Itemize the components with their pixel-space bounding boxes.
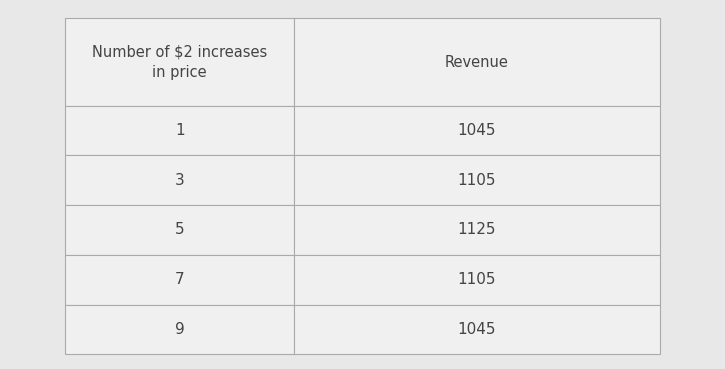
Bar [294, 106, 660, 155]
Text: 9: 9 [175, 322, 185, 337]
Bar [294, 304, 660, 354]
Bar [65, 18, 294, 106]
Text: 1045: 1045 [457, 322, 496, 337]
Text: 5: 5 [175, 223, 184, 238]
Text: 1045: 1045 [457, 123, 496, 138]
Bar [294, 155, 660, 205]
Bar [294, 205, 660, 255]
Text: 1105: 1105 [457, 173, 496, 188]
Bar [65, 155, 294, 205]
Text: 7: 7 [175, 272, 184, 287]
Bar [65, 205, 294, 255]
Bar [294, 18, 660, 106]
Text: 1: 1 [175, 123, 184, 138]
Bar [65, 255, 294, 304]
Bar [65, 106, 294, 155]
Text: 3: 3 [175, 173, 185, 188]
Text: 1125: 1125 [457, 223, 496, 238]
Text: Number of $2 increases
in price: Number of $2 increases in price [92, 45, 268, 79]
Bar [65, 304, 294, 354]
Text: 1105: 1105 [457, 272, 496, 287]
Bar [294, 255, 660, 304]
Text: Revenue: Revenue [445, 55, 509, 70]
